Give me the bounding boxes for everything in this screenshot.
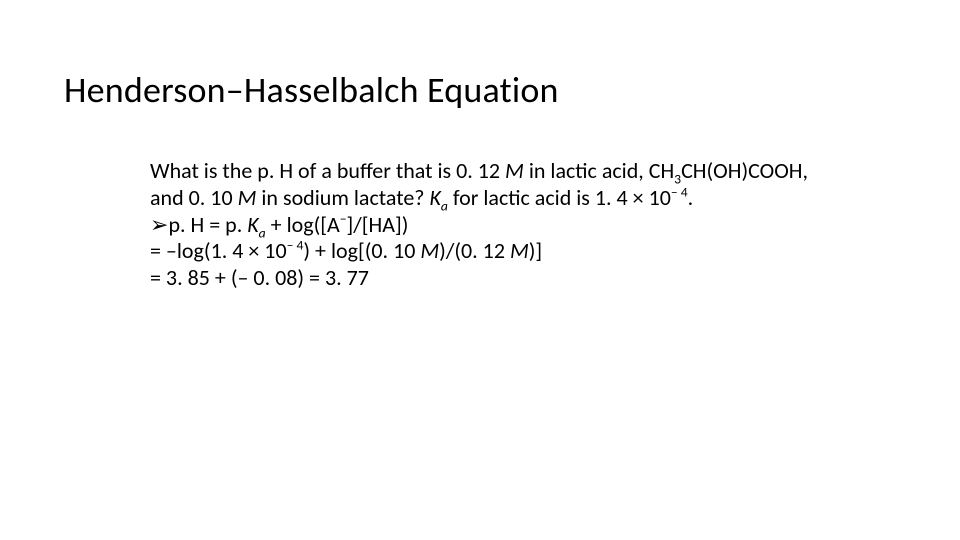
slide-body: What is the p. H of a buffer that is 0. …: [150, 158, 810, 292]
s2-d: )]: [529, 237, 542, 264]
q-part1: What is the p. H of a buffer that is 0. …: [150, 157, 505, 184]
q-M2: M: [238, 184, 257, 211]
s1-c: ]/[HA]): [347, 211, 409, 238]
s1-b: + log([A: [266, 211, 340, 238]
question-text: What is the p. H of a buffer that is 0. …: [150, 158, 810, 212]
solution-line-2: = –log(1. 4 × 10– 4) + log[(0. 10 M)/(0.…: [150, 238, 810, 265]
slide-title: Henderson–Hasselbalch Equation: [64, 68, 559, 112]
q-M1: M: [505, 157, 524, 184]
s2-M3: M: [420, 237, 439, 264]
s2-c: )/(0. 12: [439, 237, 510, 264]
solution-line-1: ➢p. H = p. Ka + log([A−]/[HA]): [150, 212, 810, 239]
s2-a: = –log(1. 4 × 10: [150, 237, 287, 264]
s1-supminus: −: [340, 210, 347, 227]
q-a1: a: [441, 197, 448, 214]
q-part5: for lactic acid is 1. 4 × 10: [448, 184, 671, 211]
q-part4: in sodium lactate?: [256, 184, 429, 211]
slide: Henderson–Hasselbalch Equation What is t…: [0, 0, 960, 540]
bullet-icon: ➢: [150, 212, 168, 237]
q-exp1: – 4: [671, 184, 688, 201]
s1-K: K: [247, 211, 258, 238]
solution-line-3: = 3. 85 + (– 0. 08) = 3. 77: [150, 265, 810, 292]
s2-b: ) + log[(0. 10: [303, 237, 420, 264]
q-K: K: [429, 184, 440, 211]
q-part6: .: [688, 184, 694, 211]
s2-M4: M: [510, 237, 529, 264]
q-part2: in lactic acid, CH: [524, 157, 674, 184]
s1-a: p. H = p.: [168, 211, 247, 238]
s2-exp2: – 4: [287, 237, 304, 254]
